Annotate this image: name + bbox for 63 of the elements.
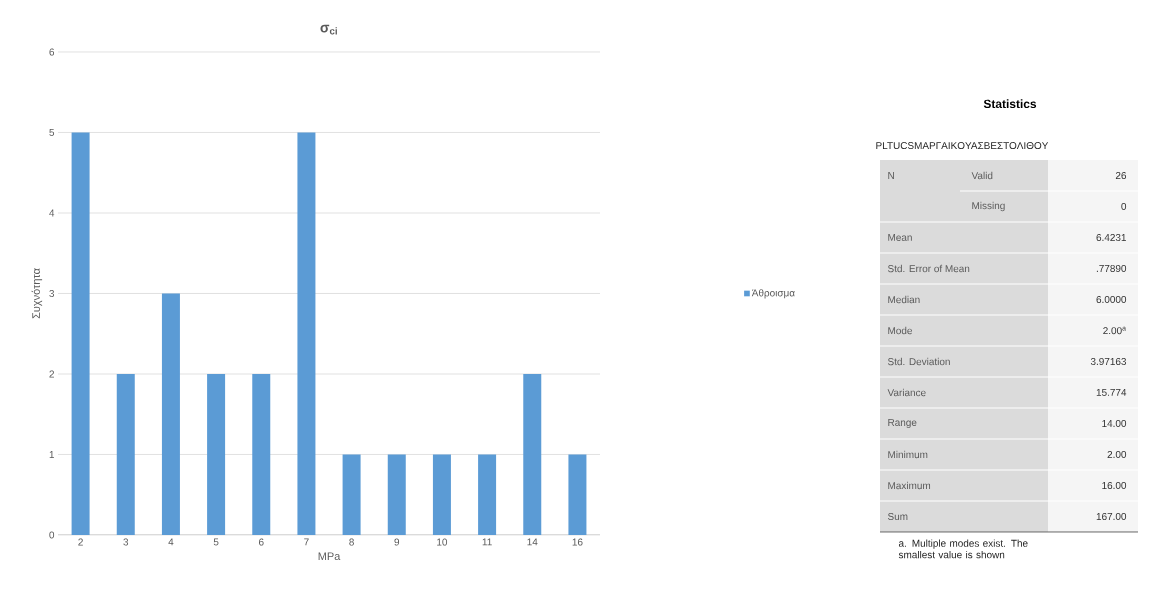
y-tick-label: 1 bbox=[49, 451, 55, 458]
text: Valid bbox=[971, 171, 993, 180]
x-tick-label: 9 bbox=[394, 538, 400, 546]
bar bbox=[207, 373, 226, 535]
y-tick-label: 4 bbox=[49, 209, 55, 217]
text: Median bbox=[888, 295, 920, 304]
bar bbox=[478, 454, 497, 535]
text: a. Multiple modes exist. The smallest value is shown bbox=[898, 539, 1028, 559]
x-tick-label: 2 bbox=[78, 538, 83, 546]
text: Range bbox=[888, 419, 917, 428]
y-tick-label: 5 bbox=[49, 129, 55, 136]
text: 14.00 bbox=[1102, 419, 1127, 428]
x-axis-title: MPa bbox=[318, 552, 341, 561]
bar bbox=[432, 454, 451, 535]
text: Maximum bbox=[888, 481, 931, 490]
x-tick-label: 16 bbox=[572, 538, 583, 546]
y-tick-label: 6 bbox=[49, 48, 55, 56]
bar bbox=[568, 454, 587, 535]
x-tick-label: 10 bbox=[437, 538, 448, 546]
x-tick-label: 14 bbox=[527, 538, 538, 546]
text: 6.0000 bbox=[1096, 295, 1127, 304]
x-tick-label: 5 bbox=[213, 538, 219, 546]
bar bbox=[523, 373, 542, 535]
bar bbox=[342, 454, 361, 535]
text: Std. Error of Mean bbox=[887, 264, 970, 273]
text: 167.00 bbox=[1096, 512, 1127, 521]
text: 16.00 bbox=[1102, 481, 1127, 490]
text: 6.4231 bbox=[1096, 233, 1126, 242]
text: 0 bbox=[1121, 202, 1127, 211]
y-tick-label: 2 bbox=[49, 370, 54, 378]
text: Minimum bbox=[888, 450, 928, 459]
y-tick-label: 0 bbox=[49, 531, 55, 539]
text: N bbox=[888, 172, 894, 179]
chart-title: σ$_{ci}$ bbox=[320, 24, 337, 35]
bar bbox=[252, 373, 271, 535]
bar bbox=[161, 293, 180, 535]
y-axis-title: Συχνότητα bbox=[31, 268, 43, 319]
text: 3.97163 bbox=[1090, 357, 1127, 366]
x-tick-label: 8 bbox=[349, 538, 354, 546]
text: Sum bbox=[887, 512, 908, 521]
text: 2.00 bbox=[1107, 450, 1127, 459]
bar bbox=[297, 132, 316, 535]
x-tick-label: 11 bbox=[482, 538, 492, 546]
text: Missing bbox=[972, 201, 1005, 212]
x-tick-label: 6 bbox=[258, 538, 264, 546]
y-tick-label: 3 bbox=[49, 289, 55, 298]
bar bbox=[387, 454, 406, 535]
x-tick-label: 4 bbox=[168, 538, 174, 546]
text: Statistics bbox=[983, 99, 1037, 109]
text: Variance bbox=[887, 388, 926, 397]
text: 15.774 bbox=[1096, 389, 1127, 396]
bar bbox=[71, 132, 90, 535]
x-tick-label: 3 bbox=[123, 538, 129, 546]
text: .77890 bbox=[1096, 264, 1127, 273]
text: PLTUCSMAPΓAIKOYAΣBEΣTOΛIΘOY bbox=[876, 142, 1049, 150]
text: Mean bbox=[888, 234, 912, 241]
legend-label: Άθροισμα bbox=[751, 289, 795, 299]
text: 26 bbox=[1115, 171, 1127, 180]
text: Mode bbox=[888, 326, 912, 335]
text: Std. Deviation bbox=[887, 357, 950, 366]
text: 2.00$^{a}$ bbox=[1103, 326, 1126, 335]
bar bbox=[116, 373, 135, 535]
x-tick-label: 7 bbox=[304, 538, 309, 546]
